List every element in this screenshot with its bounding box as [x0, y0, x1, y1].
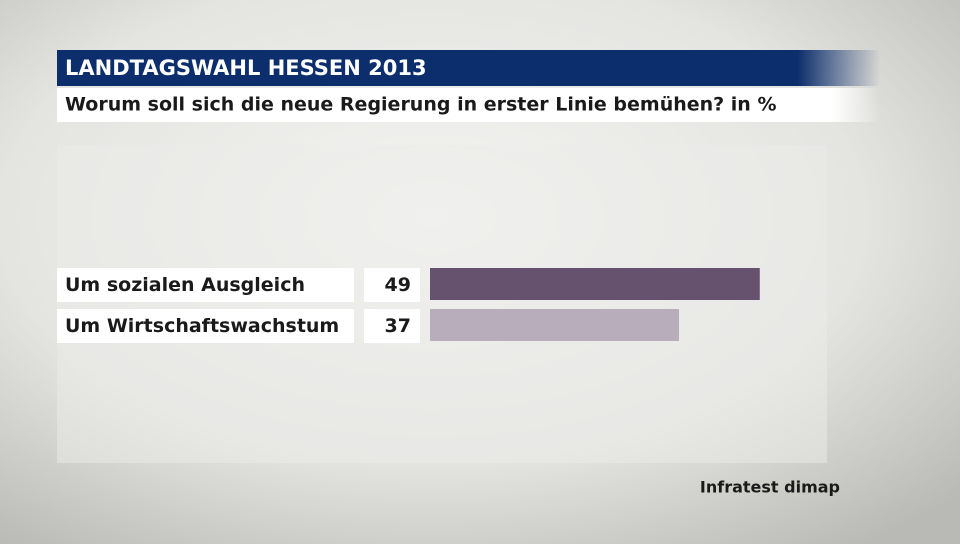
plot-panel	[57, 145, 827, 463]
value-label: 37	[385, 315, 411, 337]
category-label: Um sozialen Ausgleich	[65, 274, 305, 296]
chart-subtitle: Worum soll sich die neue Regierung in er…	[65, 94, 777, 116]
value-label: 49	[385, 274, 411, 296]
chart-title: LANDTAGSWAHL HESSEN 2013	[65, 56, 427, 80]
bar	[430, 268, 760, 300]
value-box	[364, 268, 420, 302]
subtitle-bar	[57, 88, 880, 122]
bar	[430, 309, 680, 341]
value-box	[364, 309, 420, 343]
label-box	[57, 309, 354, 343]
label-box	[57, 268, 354, 302]
title-bar	[57, 50, 880, 86]
source: Infratest dimap	[700, 478, 840, 497]
category-label: Um Wirtschaftswachstum	[65, 315, 339, 337]
